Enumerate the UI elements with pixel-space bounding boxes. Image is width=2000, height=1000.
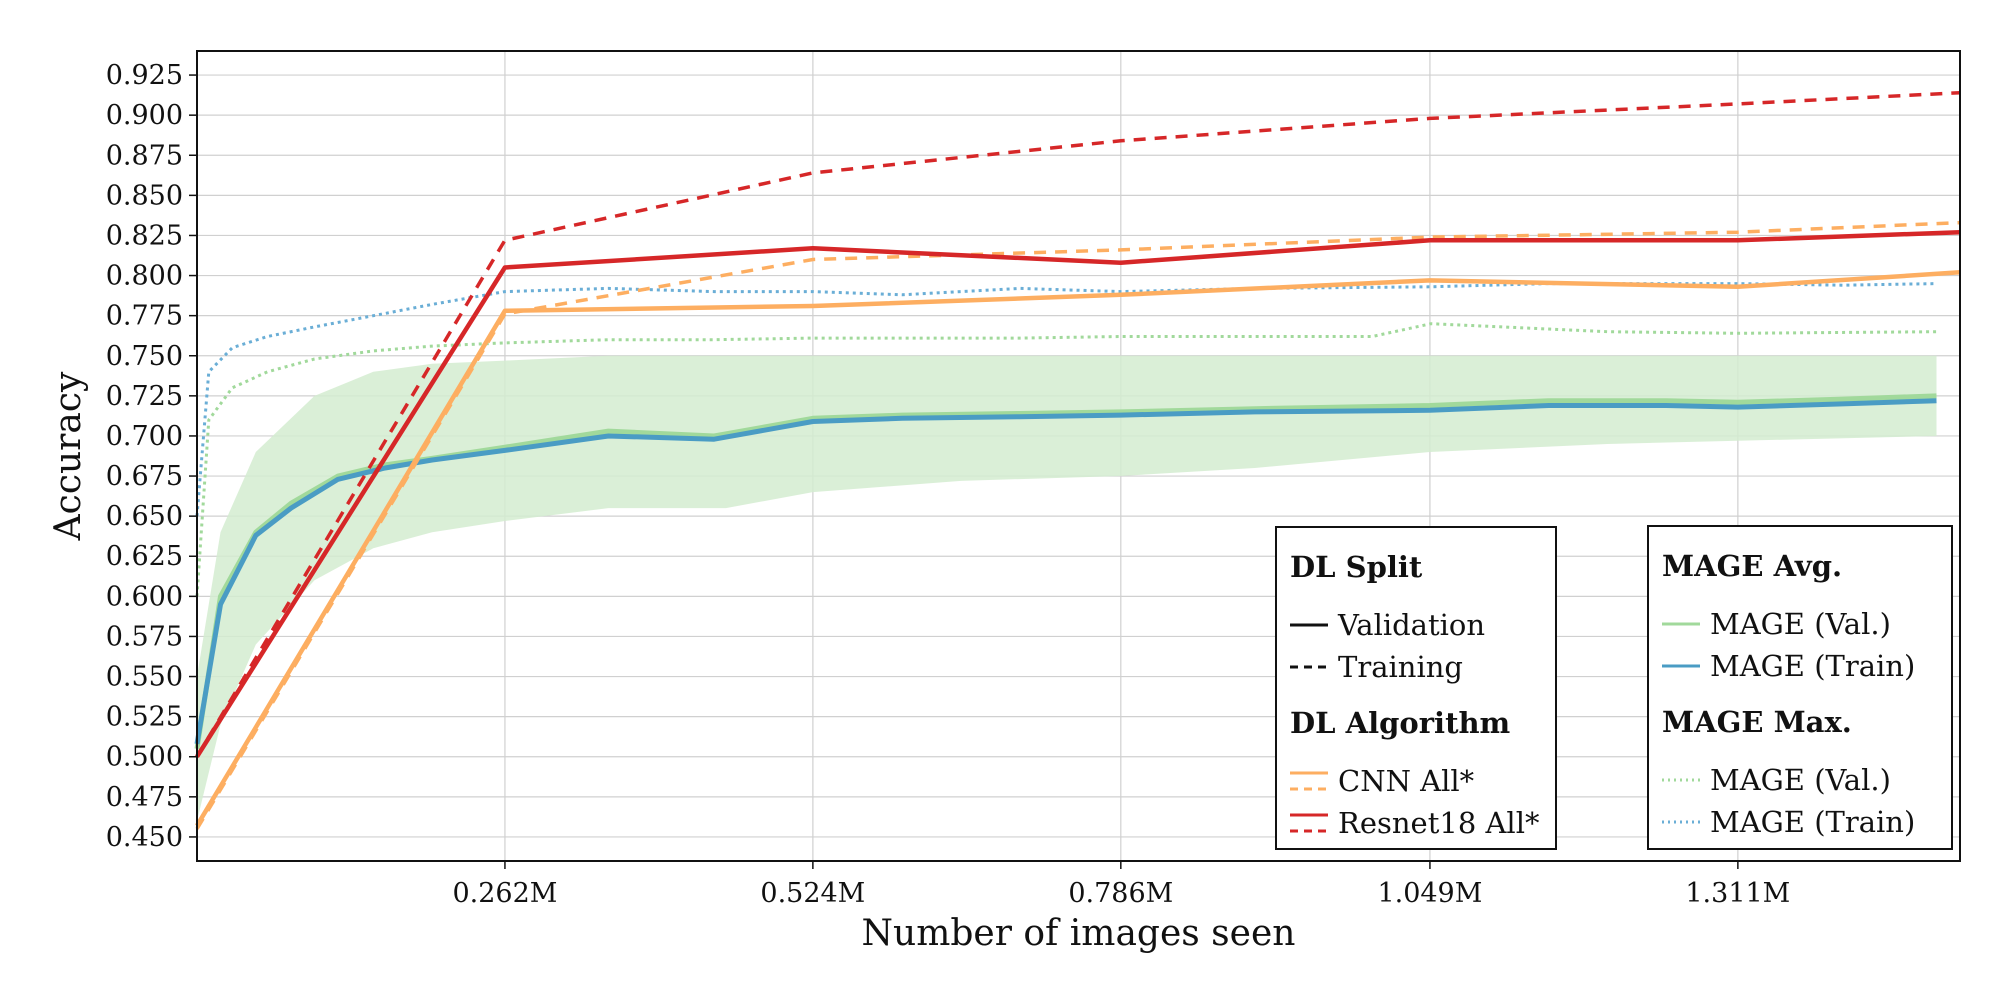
- legend-section-title: DL Split: [1290, 550, 1423, 584]
- y-tick-label: 0.575: [106, 621, 183, 652]
- series-line-resnet18-all-training: [195, 90, 1961, 758]
- y-tick-label: 0.725: [106, 381, 183, 412]
- x-tick-label: 1.311M: [1685, 878, 1790, 909]
- y-tick-label: 0.925: [106, 60, 183, 91]
- legend-item-label: Resnet18 All*: [1338, 806, 1540, 840]
- y-tick-label: 0.825: [106, 220, 183, 251]
- y-tick-label: 0.850: [106, 180, 183, 211]
- legend-section-title: MAGE Max.: [1662, 705, 1852, 739]
- y-tick-label: 0.450: [106, 822, 183, 853]
- legend-dl: DL Split Validation Training DL Algorithm CN…: [1275, 526, 1557, 850]
- y-tick-label: 0.550: [106, 662, 183, 693]
- legend-item-label: MAGE (Train): [1710, 805, 1915, 839]
- x-axis-title: Number of images seen: [862, 913, 1296, 954]
- y-tick-label: 0.650: [106, 501, 183, 532]
- series-line-mage-max-train: [195, 282, 1937, 517]
- legend-item-label: MAGE (Val.): [1710, 607, 1891, 641]
- series-line-mage-max-val: [195, 322, 1937, 597]
- y-tick-label: 0.750: [106, 341, 183, 372]
- y-tick-label: 0.600: [106, 581, 183, 612]
- legend-item-label: Training: [1338, 650, 1463, 684]
- y-tick-label: 0.675: [106, 461, 183, 492]
- series-line-mage-avg-train: [194, 398, 1937, 745]
- legend-item-label: MAGE (Train): [1710, 649, 1915, 683]
- series-line-mage-avg-val: [194, 393, 1937, 750]
- legend-frame: [1275, 526, 1557, 850]
- legend-frame: [1647, 525, 1953, 850]
- y-tick-label: 0.800: [106, 261, 183, 292]
- x-tick-label: 0.262M: [452, 878, 557, 909]
- y-tick-label: 0.775: [106, 301, 183, 332]
- range-band-layer: [197, 355, 1937, 821]
- y-tick-label: 0.475: [106, 782, 183, 813]
- y-tick-label: 0.875: [106, 140, 183, 171]
- legend-item-label: CNN All*: [1338, 764, 1475, 798]
- y-tick-label: 0.625: [106, 541, 183, 572]
- plot-frame: [196, 50, 1961, 862]
- legend-mage: MAGE Avg. MAGE (Val.) MAGE (Train) MAGE Max…: [1647, 525, 1953, 850]
- y-axis-title: Accuracy: [48, 371, 89, 541]
- mage-val-range-band: [197, 355, 1937, 821]
- series-layer: [194, 90, 1961, 830]
- legend-section-title: DL Algorithm: [1290, 706, 1511, 740]
- series-line-resnet18-all-validation: [195, 229, 1961, 758]
- y-tick-label: 0.500: [106, 742, 183, 773]
- y-tick-label: 0.700: [106, 421, 183, 452]
- x-tick-label: 1.049M: [1377, 878, 1482, 909]
- x-tick-label: 0.786M: [1068, 878, 1173, 909]
- series-line-cnn-all-validation: [195, 270, 1961, 827]
- legend-section-title: MAGE Avg.: [1662, 549, 1842, 583]
- tick-labels: 0.450 0.475 0.500 0.525 0.550 0.575 0.600 0.625…: [106, 60, 1791, 909]
- y-tick-label: 0.900: [106, 100, 183, 131]
- y-tick-label: 0.525: [106, 702, 183, 733]
- legends: DL Split Validation Training DL Algorithm CN…: [1275, 525, 1953, 850]
- legend-item-label: Validation: [1337, 608, 1485, 642]
- legend-item-label: MAGE (Val.): [1710, 763, 1891, 797]
- x-tick-label: 0.524M: [760, 878, 865, 909]
